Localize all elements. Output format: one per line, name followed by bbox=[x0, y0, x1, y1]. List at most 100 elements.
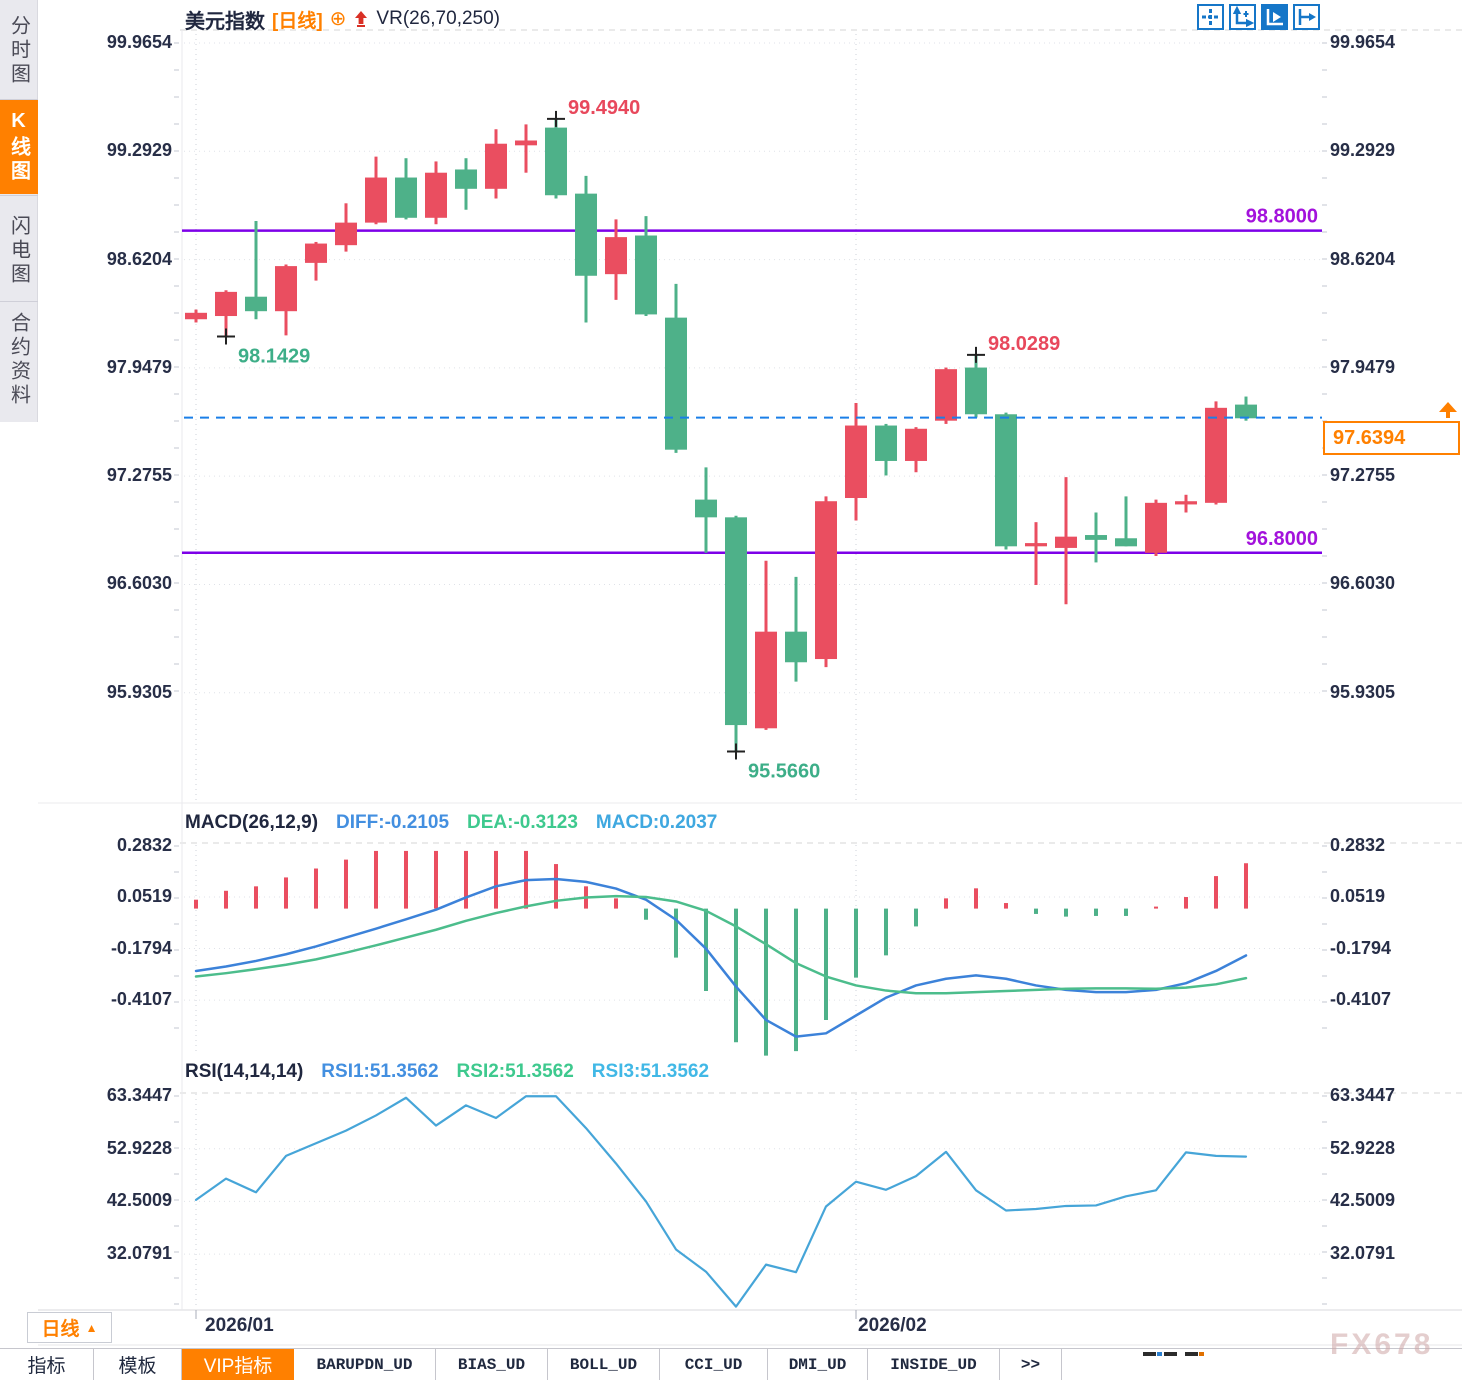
main-ytick-left: 97.2755 bbox=[106, 465, 172, 486]
candle-body[interactable] bbox=[1145, 502, 1167, 553]
rsi1-value: RSI1:51.3562 bbox=[321, 1061, 439, 1082]
main-ytick-right: 98.6204 bbox=[1330, 248, 1396, 269]
move-crosshair-icon[interactable] bbox=[1197, 4, 1224, 30]
bottom-tab-8[interactable]: DMI_UD bbox=[768, 1349, 868, 1380]
period-badge[interactable]: [日线] bbox=[272, 10, 323, 32]
bottom-tab-2[interactable]: 模板 bbox=[94, 1349, 182, 1380]
sidebar-tab-1[interactable]: 分时图 bbox=[7, 15, 30, 87]
main-ytick-left: 96.6030 bbox=[106, 573, 172, 594]
bottom-tab-6[interactable]: BOLL_UD bbox=[548, 1349, 660, 1380]
legend-dashes bbox=[1143, 1352, 1213, 1360]
rsi-header: RSI(14,14,14) RSI1:51.3562 RSI2:51.3562 … bbox=[185, 1061, 709, 1083]
main-ytick-right: 97.9479 bbox=[1330, 356, 1396, 377]
period-selector-caret-icon: ▲ bbox=[85, 1320, 98, 1335]
macd-ytick-right: -0.4107 bbox=[1330, 989, 1392, 1010]
candle-body[interactable] bbox=[1205, 407, 1227, 503]
macd-ytick-left: -0.1794 bbox=[110, 937, 172, 958]
rsi-line bbox=[194, 1095, 1248, 1308]
left-sidebar: 分时图 K线图闪电图合约资料 bbox=[0, 0, 38, 1380]
macd-ytick-right: -0.1794 bbox=[1330, 937, 1392, 958]
candle-body[interactable] bbox=[605, 237, 627, 275]
bottom-tab-1[interactable]: 指标 bbox=[0, 1349, 94, 1380]
candle-body[interactable] bbox=[965, 367, 987, 415]
candle-body[interactable] bbox=[755, 631, 777, 729]
macd-ytick-left: -0.4107 bbox=[110, 989, 172, 1010]
bottom-tab-7[interactable]: CCI_UD bbox=[660, 1349, 768, 1380]
rsi-ytick-left: 32.0791 bbox=[106, 1243, 172, 1264]
candle-body[interactable] bbox=[725, 517, 747, 726]
macd-diff-line bbox=[194, 877, 1248, 1038]
main-ytick-left: 97.9479 bbox=[106, 356, 172, 377]
candle-body[interactable] bbox=[785, 631, 807, 663]
sidebar-separator bbox=[0, 99, 38, 100]
vr-indicator-label: VR(26,70,250) bbox=[376, 8, 500, 29]
bottom-tab-5[interactable]: BIAS_UD bbox=[436, 1349, 548, 1380]
candle-body[interactable] bbox=[395, 177, 417, 218]
candle-body[interactable] bbox=[815, 501, 837, 660]
candle-body[interactable] bbox=[365, 177, 387, 223]
rsi-ytick-right: 52.9228 bbox=[1330, 1137, 1396, 1158]
macd-hist-value: MACD:0.2037 bbox=[595, 812, 718, 833]
sidebar-tab-2[interactable]: K线图 bbox=[0, 100, 38, 194]
candle-body[interactable] bbox=[215, 291, 237, 317]
candle-body[interactable] bbox=[845, 425, 867, 499]
candle-body[interactable] bbox=[1115, 538, 1137, 547]
candle-body[interactable] bbox=[1025, 543, 1047, 547]
level-label: 96.8000 bbox=[1246, 528, 1318, 550]
auto-fit-icon[interactable] bbox=[1261, 4, 1288, 30]
main-ytick-right: 95.9305 bbox=[1330, 681, 1396, 702]
axis-scale-icon[interactable] bbox=[1229, 4, 1256, 30]
rsi3-value: RSI3:51.3562 bbox=[591, 1061, 710, 1082]
candle-body[interactable] bbox=[695, 499, 717, 518]
rsi-ytick-left: 42.5009 bbox=[106, 1190, 172, 1211]
candle-body[interactable] bbox=[1175, 501, 1197, 505]
candle-body[interactable] bbox=[485, 143, 507, 189]
rsi-title: RSI(14,14,14) bbox=[185, 1061, 304, 1082]
macd-ytick-left: 0.0519 bbox=[116, 886, 172, 907]
bottom-tab-4[interactable]: BARUPDN_UD bbox=[294, 1349, 436, 1380]
candle-body[interactable] bbox=[665, 317, 687, 450]
candle-body[interactable] bbox=[545, 127, 567, 196]
macd-diff-value: DIFF:-0.2105 bbox=[336, 812, 450, 833]
sidebar-background bbox=[0, 0, 38, 422]
candle-body[interactable] bbox=[635, 235, 657, 315]
rsi-ytick-left: 52.9228 bbox=[106, 1137, 172, 1158]
candle-body[interactable] bbox=[1085, 535, 1107, 540]
macd-ytick-right: 0.2832 bbox=[1330, 834, 1386, 855]
chart-toolbar bbox=[1197, 4, 1320, 30]
candle-body[interactable] bbox=[875, 425, 897, 461]
candle-body[interactable] bbox=[185, 312, 207, 320]
sidebar-tab-3[interactable]: 闪电图 bbox=[7, 215, 30, 287]
candle-body[interactable] bbox=[335, 222, 357, 246]
bottom-tab-9[interactable]: INSIDE_UD bbox=[868, 1349, 1000, 1380]
add-indicator-icon[interactable]: ⊕ bbox=[329, 8, 347, 30]
macd-ytick-right: 0.0519 bbox=[1330, 886, 1386, 907]
period-selector-button[interactable]: 日线 ▲ bbox=[27, 1312, 112, 1343]
candle-body[interactable] bbox=[275, 266, 297, 312]
macd-header: MACD(26,12,9) DIFF:-0.2105 DEA:-0.3123 M… bbox=[185, 812, 717, 834]
candle-body[interactable] bbox=[515, 140, 537, 146]
candle-body[interactable] bbox=[905, 428, 927, 461]
high-annotation: 98.0289 bbox=[988, 333, 1060, 355]
sidebar-tab-4[interactable]: 合约资料 bbox=[7, 312, 30, 408]
candle-body[interactable] bbox=[935, 369, 957, 421]
symbol-title: 美元指数 bbox=[185, 10, 265, 33]
red-up-arrow-icon bbox=[353, 10, 369, 28]
bottom-tab-10[interactable]: >> bbox=[1000, 1349, 1062, 1380]
candle-body[interactable] bbox=[1055, 536, 1077, 548]
sidebar-separator bbox=[0, 301, 38, 302]
candle-body[interactable] bbox=[995, 414, 1017, 547]
candle-body[interactable] bbox=[425, 172, 447, 218]
rsi-ytick-right: 63.3447 bbox=[1330, 1085, 1396, 1105]
bottom-tab-3[interactable]: VIP指标 bbox=[182, 1349, 294, 1380]
candle-body[interactable] bbox=[455, 169, 477, 189]
candle-body[interactable] bbox=[575, 193, 597, 276]
candle-body[interactable] bbox=[1235, 404, 1257, 419]
candle-body[interactable] bbox=[305, 243, 327, 263]
candle-body[interactable] bbox=[245, 296, 267, 312]
low-annotation: 98.1429 bbox=[238, 345, 310, 367]
pan-right-icon[interactable] bbox=[1293, 4, 1320, 30]
main-ytick-right: 99.2929 bbox=[1330, 140, 1396, 161]
rsi-ytick-right: 32.0791 bbox=[1330, 1243, 1396, 1264]
